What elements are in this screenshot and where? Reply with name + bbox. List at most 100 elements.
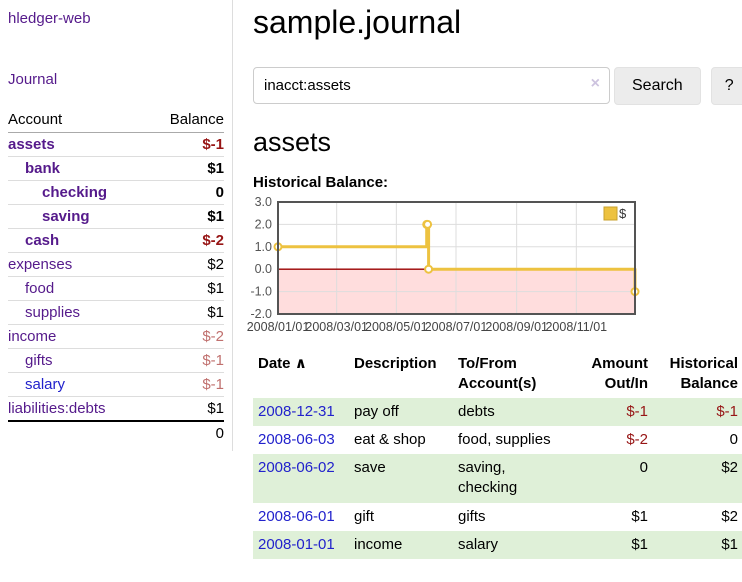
- chart-title: Historical Balance:: [253, 174, 389, 191]
- transaction-date-link[interactable]: 2008-06-03: [258, 430, 335, 448]
- account-balance: $1: [147, 276, 224, 301]
- description-header: Description: [349, 351, 453, 398]
- account-link[interactable]: checking: [42, 184, 108, 201]
- svg-text:-1.0: -1.0: [250, 285, 272, 299]
- account-row: saving $1: [8, 204, 224, 229]
- account-row: expenses $2: [8, 252, 224, 277]
- transaction-accounts: food, supplies: [458, 430, 551, 448]
- sort-asc-icon: ∧: [294, 355, 307, 372]
- transaction-accounts: gifts: [458, 507, 486, 525]
- transaction-description: pay off: [354, 402, 399, 420]
- transaction-amount: $1: [631, 535, 648, 553]
- account-balance: 0: [147, 180, 224, 205]
- accounts-total-value: 0: [215, 425, 224, 442]
- header-label: Historical: [669, 355, 738, 372]
- accounts-table: Account Balance assets $-1 bank $1 checking 0…: [8, 108, 224, 445]
- search-box: ×: [253, 67, 610, 105]
- brand-link[interactable]: hledger-web: [8, 10, 91, 27]
- svg-text:2.0: 2.0: [255, 217, 272, 231]
- transaction-amount: $-1: [626, 402, 648, 420]
- transaction-accounts: salary: [458, 535, 499, 553]
- account-link[interactable]: liabilities:debts: [8, 400, 106, 417]
- header-label: To/From: [458, 355, 517, 372]
- transaction-description: income: [354, 535, 403, 553]
- sidebar: hledger-web Journal Account Balance asse…: [0, 0, 233, 451]
- account-link[interactable]: gifts: [25, 352, 53, 369]
- svg-text:2008/07/01: 2008/07/01: [425, 320, 488, 334]
- account-row: supplies $1: [8, 300, 224, 325]
- account-link[interactable]: salary: [25, 376, 66, 393]
- svg-text:3.0: 3.0: [255, 197, 272, 209]
- svg-text:2008/05/01: 2008/05/01: [365, 320, 428, 334]
- account-balance: $1: [147, 204, 224, 229]
- account-balance: $-1: [147, 132, 224, 157]
- transaction-description: gift: [354, 507, 375, 525]
- header-label: Date ∧: [258, 355, 307, 372]
- account-row: income $-2: [8, 324, 224, 349]
- svg-text:-2.0: -2.0: [250, 307, 272, 321]
- accounts-header-account: Account: [8, 108, 148, 133]
- transaction-date-link[interactable]: 2008-01-01: [258, 535, 335, 553]
- account-balance: $1: [147, 300, 224, 325]
- main-content: sample.journal × Search ? assets Histori…: [233, 0, 742, 579]
- amount-header: Amount Out/In: [571, 351, 653, 398]
- account-link[interactable]: supplies: [25, 304, 81, 321]
- account-link[interactable]: food: [25, 280, 55, 297]
- help-button[interactable]: ?: [710, 67, 742, 105]
- account-row: cash $-2: [8, 228, 224, 253]
- register-table: Date ∧ Description To/From Account(s) Amount…: [253, 351, 742, 559]
- account-row: food $1: [8, 276, 224, 301]
- clear-search-icon[interactable]: ×: [590, 75, 600, 92]
- search-input[interactable]: [253, 67, 610, 104]
- account-link[interactable]: assets: [8, 136, 55, 153]
- transaction-balance: 0: [729, 430, 738, 448]
- page-title: sample.journal: [253, 4, 462, 40]
- transaction-date-link[interactable]: 2008-06-02: [258, 459, 335, 476]
- date-header[interactable]: Date ∧: [253, 351, 349, 398]
- account-row: salary $-1: [8, 372, 224, 397]
- account-link[interactable]: saving: [42, 208, 90, 225]
- account-row: bank $1: [8, 156, 224, 181]
- transaction-amount: 0: [639, 459, 648, 476]
- balance-header: Historical Balance: [653, 351, 742, 398]
- account-link[interactable]: cash: [25, 232, 60, 249]
- account-balance: $-1: [147, 348, 224, 373]
- account-row: assets $-1: [8, 132, 224, 157]
- transaction-accounts: debts: [458, 402, 495, 420]
- account-balance: $-1: [147, 372, 224, 397]
- sidebar-item-journal[interactable]: Journal: [8, 71, 58, 88]
- header-label: Description: [354, 355, 437, 372]
- transaction-amount: $-2: [626, 430, 648, 448]
- account-balance: $1: [147, 156, 224, 181]
- transaction-row: 2008-06-03 eat & shop food, supplies $-2 0: [253, 426, 742, 454]
- account-link[interactable]: expenses: [8, 256, 73, 273]
- sidebar-nav: Journal: [8, 27, 224, 88]
- svg-text:2008/09/01: 2008/09/01: [485, 320, 548, 334]
- accounts-header-balance: Balance: [147, 108, 224, 133]
- account-row: gifts $-1: [8, 348, 224, 373]
- transaction-date-link[interactable]: 2008-06-01: [258, 507, 335, 525]
- accounts-total-row: 0: [8, 421, 224, 445]
- transaction-date-link[interactable]: 2008-12-31: [258, 402, 335, 420]
- account-row: liabilities:debts $1: [8, 396, 224, 422]
- header-label: Amount: [591, 355, 648, 372]
- account-link[interactable]: bank: [25, 160, 61, 177]
- svg-text:2008/11/01: 2008/11/01: [545, 320, 607, 334]
- account-link[interactable]: income: [8, 328, 57, 345]
- svg-text:$: $: [619, 206, 627, 221]
- search-form: × Search ?: [253, 67, 742, 105]
- transaction-amount: $1: [631, 507, 648, 525]
- header-label: Out/In: [604, 375, 648, 393]
- transaction-description: save: [354, 459, 386, 476]
- transaction-row: 2008-12-31 pay off debts $-1 $-1: [253, 397, 742, 426]
- account-heading: assets: [253, 127, 332, 157]
- search-button[interactable]: Search: [614, 67, 701, 105]
- header-label: Account(s): [458, 375, 537, 393]
- account-balance: $-2: [147, 228, 224, 253]
- historical-balance-chart: 3.0 2.0 1.0 0.0 -1.0 -2.02008/01/012008/03/01…: [247, 197, 640, 334]
- accounts-header: To/From Account(s): [453, 351, 571, 398]
- svg-text:2008/01/01: 2008/01/01: [247, 320, 310, 334]
- account-balance: $1: [147, 396, 224, 422]
- svg-text:1.0: 1.0: [255, 240, 272, 254]
